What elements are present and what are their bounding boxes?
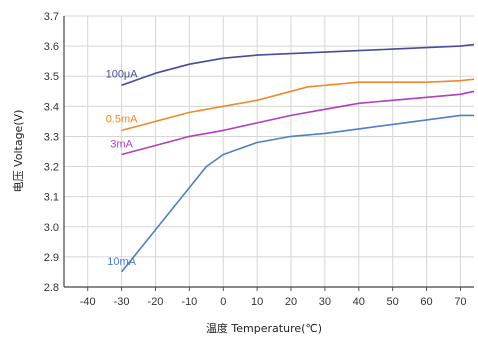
x-axis-title: 温度 Temperature(℃) xyxy=(206,321,322,335)
y-tick-label: 3.1 xyxy=(44,192,59,204)
x-tick-label: 70 xyxy=(454,296,466,308)
y-tick-label: 2.8 xyxy=(44,282,59,294)
x-tick-label: -20 xyxy=(148,296,164,308)
series-lines xyxy=(120,43,475,273)
x-tick-label: -40 xyxy=(80,296,96,308)
series-line-1 xyxy=(121,78,475,132)
plot-area xyxy=(64,16,474,287)
grid xyxy=(64,15,474,288)
series-label-2: 3mA xyxy=(110,139,133,151)
y-tick-label: 3.2 xyxy=(44,162,59,174)
series-line-2 xyxy=(121,90,475,156)
x-tick-label: 0 xyxy=(220,296,226,308)
series-line-3 xyxy=(120,114,474,273)
x-tick-label: -10 xyxy=(181,296,197,308)
series-label-3: 10mA xyxy=(107,256,136,268)
x-tick-label: 40 xyxy=(353,296,365,308)
axes: 2.8 2.9 3.0 3.1 3.2 3.3 3.4 3.5 3.6 3.7 -40 -30 -20 -… xyxy=(44,11,474,308)
y-tick-label: 2.9 xyxy=(44,252,59,264)
y-tick-label: 3.6 xyxy=(44,41,59,53)
series-line-0 xyxy=(121,43,475,87)
y-tick-label: 3.4 xyxy=(44,101,59,113)
series-label-0: 100μA xyxy=(106,68,139,80)
series-labels: 100μA 0.5mA 3mA 10mA xyxy=(106,68,139,268)
x-tick-label: 20 xyxy=(285,296,297,308)
series-label-1: 0.5mA xyxy=(106,113,138,125)
y-tick-label: 3.3 xyxy=(44,131,59,143)
y-tick-label: 3.7 xyxy=(44,11,59,23)
y-tick-label: 3.5 xyxy=(44,71,59,83)
x-tick-label: 60 xyxy=(420,296,432,308)
x-tick-label: 30 xyxy=(319,296,331,308)
x-tick-label: -30 xyxy=(114,296,130,308)
x-tick-label: 50 xyxy=(387,296,399,308)
y-tick-label: 3.0 xyxy=(44,222,59,234)
y-axis-title: 电压 Voltage(V) xyxy=(12,110,25,193)
x-tick-label: 10 xyxy=(251,296,263,308)
